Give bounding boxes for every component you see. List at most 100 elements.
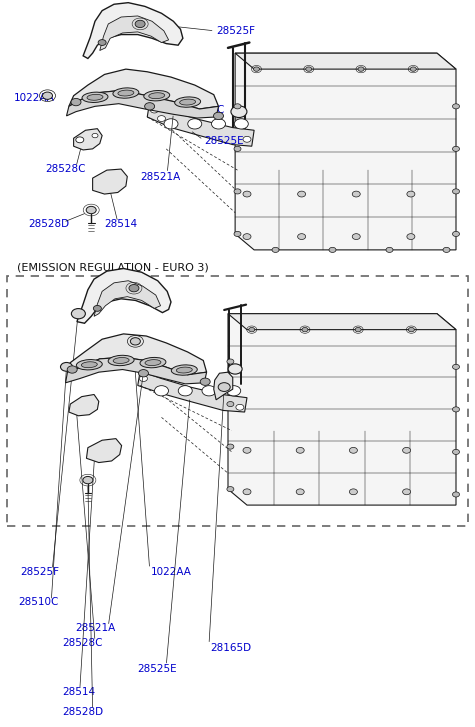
Text: 1022AA: 1022AA xyxy=(14,93,55,103)
Ellipse shape xyxy=(180,99,196,105)
Circle shape xyxy=(453,231,459,236)
Circle shape xyxy=(407,191,415,197)
Circle shape xyxy=(213,112,224,119)
Polygon shape xyxy=(83,3,183,58)
Ellipse shape xyxy=(81,362,97,368)
Text: 1022AA: 1022AA xyxy=(151,566,192,577)
Polygon shape xyxy=(93,169,127,194)
Circle shape xyxy=(130,337,141,345)
Text: 28514: 28514 xyxy=(104,220,138,229)
Circle shape xyxy=(234,231,241,236)
Ellipse shape xyxy=(145,360,161,366)
Polygon shape xyxy=(74,129,102,150)
Circle shape xyxy=(453,449,459,454)
Text: 28525E: 28525E xyxy=(204,136,244,146)
Circle shape xyxy=(352,233,360,239)
Circle shape xyxy=(350,489,357,494)
Polygon shape xyxy=(66,357,207,384)
Text: 28528D: 28528D xyxy=(28,220,70,229)
Circle shape xyxy=(227,401,234,406)
Circle shape xyxy=(443,247,450,252)
Polygon shape xyxy=(77,268,171,324)
Ellipse shape xyxy=(171,365,197,375)
Circle shape xyxy=(386,247,393,252)
Circle shape xyxy=(355,327,361,332)
Circle shape xyxy=(42,92,53,100)
Circle shape xyxy=(306,67,312,71)
Polygon shape xyxy=(94,281,161,316)
Circle shape xyxy=(403,447,410,453)
Text: 28528C: 28528C xyxy=(45,164,86,174)
Polygon shape xyxy=(214,372,233,400)
Text: 28514: 28514 xyxy=(63,687,96,697)
Text: 28521A: 28521A xyxy=(140,172,180,182)
Circle shape xyxy=(71,98,81,105)
Circle shape xyxy=(296,489,304,494)
Text: 28528C: 28528C xyxy=(63,638,103,648)
Circle shape xyxy=(71,402,79,408)
Circle shape xyxy=(67,366,77,373)
Circle shape xyxy=(358,67,364,71)
Circle shape xyxy=(86,206,96,214)
Circle shape xyxy=(71,308,86,319)
Circle shape xyxy=(453,492,459,497)
Ellipse shape xyxy=(144,91,170,101)
Ellipse shape xyxy=(175,97,200,108)
Circle shape xyxy=(453,407,459,412)
Circle shape xyxy=(298,191,305,197)
Circle shape xyxy=(453,364,459,369)
Text: 28165D: 28165D xyxy=(210,643,251,653)
Circle shape xyxy=(144,103,155,110)
Circle shape xyxy=(200,378,210,385)
Ellipse shape xyxy=(113,88,139,98)
Text: 28525E: 28525E xyxy=(137,664,176,674)
Circle shape xyxy=(453,189,459,194)
Circle shape xyxy=(453,146,459,151)
Circle shape xyxy=(227,359,234,364)
Circle shape xyxy=(227,444,234,449)
Circle shape xyxy=(243,137,251,142)
Circle shape xyxy=(88,398,94,403)
Circle shape xyxy=(231,106,247,118)
Polygon shape xyxy=(235,53,456,69)
Circle shape xyxy=(410,67,416,71)
Circle shape xyxy=(92,133,98,138)
Ellipse shape xyxy=(87,95,103,100)
Circle shape xyxy=(94,305,101,311)
Ellipse shape xyxy=(140,358,166,368)
Circle shape xyxy=(243,489,251,494)
Circle shape xyxy=(407,233,415,239)
Polygon shape xyxy=(228,313,456,329)
Ellipse shape xyxy=(82,92,108,103)
Circle shape xyxy=(234,119,248,129)
Circle shape xyxy=(60,363,73,371)
Ellipse shape xyxy=(176,367,192,373)
Circle shape xyxy=(453,104,459,109)
Circle shape xyxy=(302,327,308,332)
Text: 28510C: 28510C xyxy=(18,597,58,607)
Circle shape xyxy=(188,119,202,129)
Circle shape xyxy=(403,489,410,494)
Polygon shape xyxy=(235,53,456,250)
Circle shape xyxy=(140,376,147,382)
Circle shape xyxy=(234,104,241,109)
Circle shape xyxy=(234,189,241,194)
Polygon shape xyxy=(86,438,122,462)
Circle shape xyxy=(76,137,84,142)
Circle shape xyxy=(329,247,336,252)
Text: 28510C: 28510C xyxy=(184,105,225,115)
Circle shape xyxy=(135,20,145,28)
Circle shape xyxy=(151,107,158,113)
Text: 28521A: 28521A xyxy=(75,624,115,633)
Ellipse shape xyxy=(108,356,134,366)
Circle shape xyxy=(227,385,241,396)
Circle shape xyxy=(95,178,103,184)
Circle shape xyxy=(227,486,234,491)
Polygon shape xyxy=(228,313,456,505)
Polygon shape xyxy=(138,371,247,412)
Circle shape xyxy=(158,116,165,121)
Ellipse shape xyxy=(113,358,129,364)
Circle shape xyxy=(202,385,216,396)
Text: (EMISSION REGULATION - EURO 3): (EMISSION REGULATION - EURO 3) xyxy=(17,262,209,272)
Polygon shape xyxy=(100,16,169,50)
